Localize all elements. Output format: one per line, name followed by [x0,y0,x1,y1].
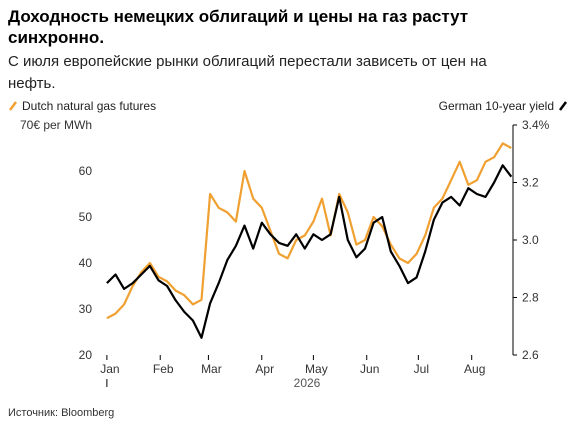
y2-tick-label: 3.2 [522,176,539,190]
x-tick-label: Mar [201,362,222,376]
x-tick-label: Aug [464,362,485,376]
chart-subtitle: С июля европейские рынки облигаций перес… [8,53,487,92]
x-tick-label: May [305,362,328,376]
y-tick-label: 60 [79,164,93,178]
legend-label: German 10-year yield [439,99,554,113]
y2-tick-label: 2.6 [522,348,539,362]
legend-swatch [559,101,567,111]
series-line [106,164,513,339]
y-tick-label: 30 [79,302,93,316]
legend-swatch [9,101,17,111]
x-tick-label: Jun [360,362,379,376]
y-tick-label: 50 [79,210,93,224]
chart-title: Доходность немецких облигаций и цены на … [8,7,468,47]
y2-tick-label: 3.4% [522,118,550,132]
y2-tick-label: 3.0 [522,233,539,247]
legend-label: Dutch natural gas futures [22,99,156,113]
series-line [106,142,512,320]
x-tick-label: Jan [100,362,119,376]
x-tick-label: Feb [153,362,174,376]
x-axis-label: 2026 [294,376,321,390]
y-tick-label: 20 [79,348,93,362]
y-tick-label: 40 [79,256,93,270]
x-tick-label: Jul [414,362,429,376]
x-tick-label: Apr [255,362,274,376]
y2-tick-label: 2.8 [522,291,539,305]
y-tick-label: 70€ per MWh [20,118,92,132]
source: Источник: Bloomberg [8,407,114,419]
